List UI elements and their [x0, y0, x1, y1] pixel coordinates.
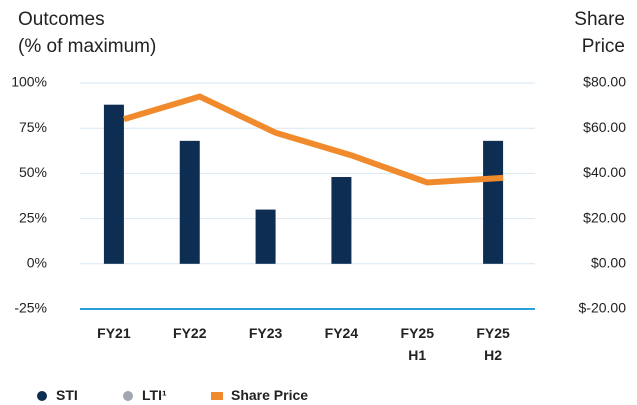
y2-tick-label: $40.00 [583, 164, 626, 180]
y-axis-label: Outcomes (% of maximum) [18, 9, 157, 57]
bar [255, 209, 276, 264]
y2-tick-label: $-20.00 [579, 300, 627, 316]
legend-swatch [37, 391, 47, 401]
bar [483, 140, 504, 264]
legend-label: LTI¹ [142, 387, 167, 403]
y2-tick-label: $0.00 [591, 255, 626, 271]
y-tick-label: 25% [19, 209, 47, 225]
x-tick-label: FY25 H1 [400, 325, 434, 363]
x-tick-label: FY22 [173, 325, 207, 341]
y-tick-label: 50% [19, 164, 47, 180]
bar [103, 104, 124, 264]
y-tick-label: 0% [27, 255, 47, 271]
bar [179, 140, 200, 264]
x-tick-label: FY25 H2 [476, 325, 510, 363]
y-tick-label: 75% [19, 119, 47, 135]
x-tick-label: FY24 [324, 325, 359, 341]
bar [331, 177, 352, 264]
legend-swatch [211, 392, 223, 400]
y2-tick-label: $60.00 [583, 119, 626, 135]
y-tick-label: -25% [14, 300, 47, 316]
x-tick-label: FY21 [97, 325, 131, 341]
y2-tick-label: $20.00 [583, 209, 626, 225]
line [123, 93, 504, 186]
y2-tick-label: $80.00 [583, 74, 626, 90]
legend-label: Share Price [231, 387, 309, 403]
legend-swatch [123, 391, 133, 401]
y-tick-label: 100% [11, 74, 47, 90]
legend-label: STI [56, 387, 78, 403]
x-tick-label: FY23 [248, 325, 283, 341]
y2-axis-label: Share Price [574, 9, 625, 57]
